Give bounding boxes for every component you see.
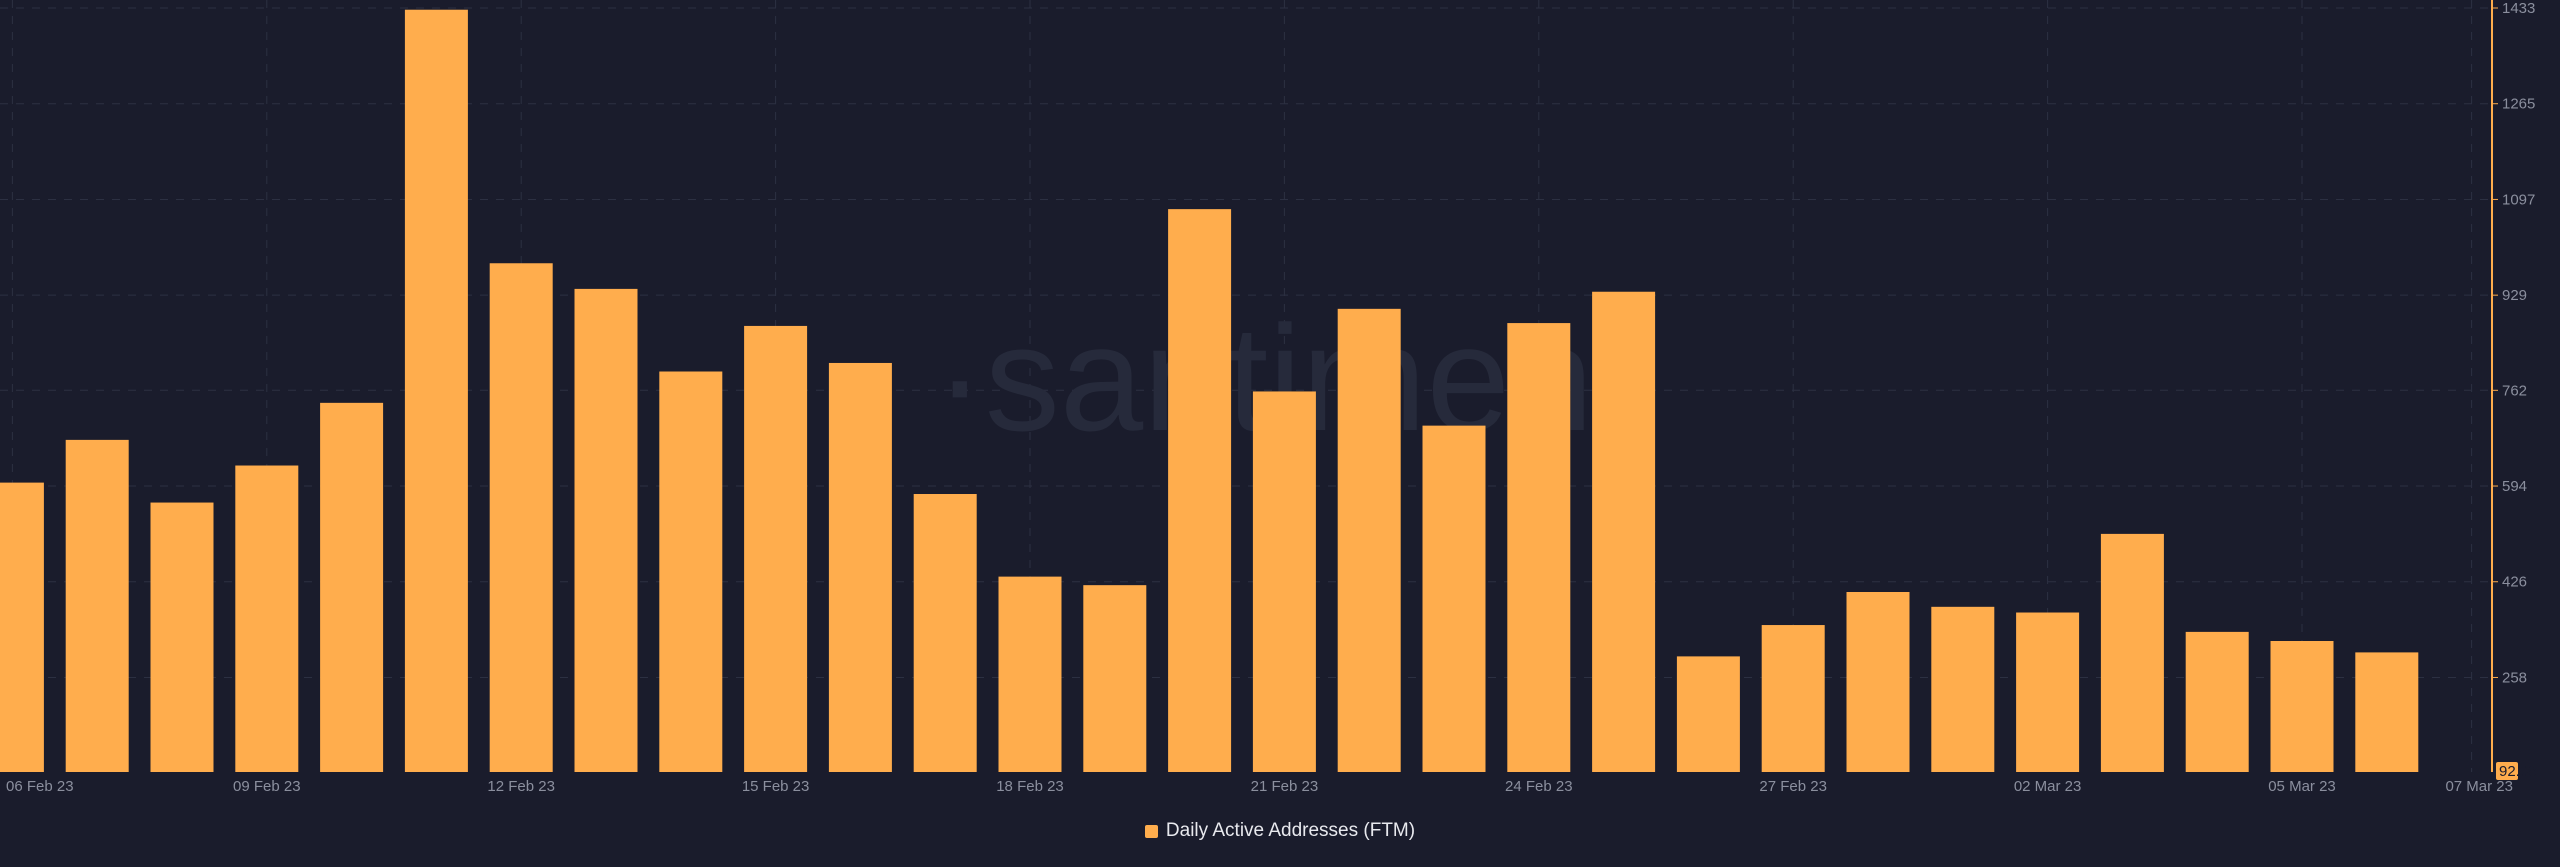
x-tick-label: 02 Mar 23 <box>2014 778 2082 795</box>
bars <box>0 9 2419 772</box>
bar <box>65 439 129 772</box>
bar <box>998 576 1062 772</box>
bar <box>489 263 553 772</box>
bar <box>1592 291 1656 772</box>
legend-label: Daily Active Addresses (FTM) <box>1165 820 1416 841</box>
bar <box>235 465 299 772</box>
bar <box>659 371 723 772</box>
y-tick-label: 762 <box>2502 382 2527 399</box>
bar <box>913 494 977 772</box>
y-tick-label: 1433 <box>2502 0 2535 17</box>
y-tick-label: 929 <box>2502 287 2527 304</box>
bar <box>1083 585 1147 772</box>
x-tick-label: 05 Mar 23 <box>2268 778 2336 795</box>
x-tick-label: 12 Feb 23 <box>487 778 555 795</box>
x-tick-label: 07 Mar 23 <box>2445 778 2513 795</box>
bar <box>2016 612 2080 772</box>
y-bottom-badge <box>2496 762 2518 780</box>
bar <box>150 502 214 772</box>
bar <box>1761 625 1825 772</box>
bar <box>0 482 44 772</box>
y-bottom-label: 92.08 <box>2499 763 2537 780</box>
bar <box>1252 391 1316 772</box>
y-axis: 258 426 594 762 929 1097 1265 1433 92.08 <box>2492 0 2537 780</box>
x-tick-label: 06 Feb 23 <box>6 778 74 795</box>
x-tick-label: 27 Feb 23 <box>1759 778 1827 795</box>
bar <box>404 9 468 772</box>
y-tick-label: 594 <box>2502 478 2527 495</box>
bar <box>1507 323 1571 772</box>
bar <box>744 325 808 772</box>
y-tick-label: 1265 <box>2502 96 2535 113</box>
y-tick-label: 426 <box>2502 574 2527 591</box>
bar <box>2100 533 2164 772</box>
x-tick-label: 15 Feb 23 <box>742 778 810 795</box>
bar <box>828 362 892 772</box>
x-tick-label: 18 Feb 23 <box>996 778 1064 795</box>
bar <box>2355 652 2419 772</box>
legend-swatch <box>1144 824 1158 838</box>
bar <box>1846 592 1910 772</box>
bar <box>320 402 384 772</box>
bar <box>2270 641 2334 772</box>
bar <box>2185 631 2249 772</box>
bar <box>1337 308 1401 772</box>
y-tick-label: 258 <box>2502 669 2527 686</box>
x-tick-label: 21 Feb 23 <box>1251 778 1319 795</box>
x-tick-label: 24 Feb 23 <box>1505 778 1573 795</box>
bar <box>1931 606 1995 772</box>
bar <box>1168 209 1232 772</box>
x-axis: 06 Feb 23 09 Feb 23 12 Feb 23 15 Feb 23 18 F… <box>6 778 2513 795</box>
x-tick-label: 09 Feb 23 <box>233 778 301 795</box>
bar <box>574 288 638 772</box>
y-tick-label: 1097 <box>2502 191 2535 208</box>
bar <box>1676 656 1740 772</box>
bar <box>1422 425 1486 772</box>
legend[interactable]: Daily Active Addresses (FTM) <box>0 820 2560 842</box>
